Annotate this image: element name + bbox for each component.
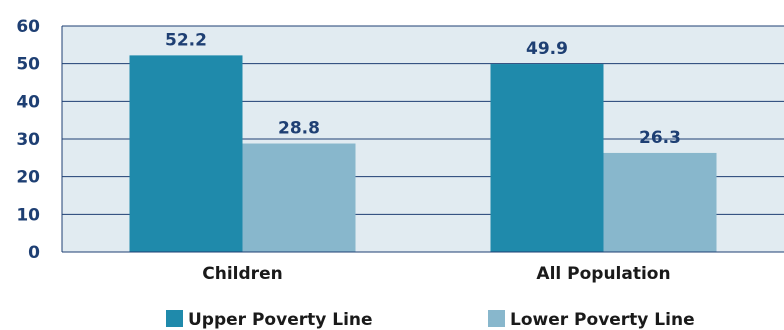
y-tick-label: 30	[16, 130, 40, 150]
bar-lower-1	[603, 152, 717, 252]
y-tick-label: 0	[28, 243, 40, 263]
legend: Upper Poverty Line Lower Poverty Line	[166, 310, 695, 330]
data-label: 52.2	[165, 30, 207, 50]
x-axis-category-labels: Children All Population	[202, 264, 670, 284]
data-label: 26.3	[639, 128, 681, 148]
y-tick-label: 50	[16, 55, 40, 75]
category-label: Children	[202, 264, 282, 284]
y-tick-label: 10	[16, 205, 40, 225]
category-label: All Population	[536, 264, 670, 284]
legend-swatch	[488, 310, 505, 327]
data-labels: 52.2 28.8 49.9 26.3	[165, 30, 681, 148]
y-tick-label: 60	[16, 17, 40, 37]
legend-swatch	[166, 310, 183, 327]
legend-label: Upper Poverty Line	[188, 310, 373, 330]
y-axis-tick-labels: 0 10 20 30 40 50 60	[16, 17, 40, 263]
data-label: 49.9	[526, 39, 568, 59]
bar-upper-0	[129, 55, 243, 252]
legend-label: Lower Poverty Line	[510, 310, 695, 330]
y-tick-label: 20	[16, 168, 40, 188]
data-label: 28.8	[278, 119, 320, 139]
bars	[129, 55, 717, 252]
bar-lower-0	[242, 143, 356, 252]
bar-upper-1	[490, 64, 604, 252]
y-tick-label: 40	[16, 92, 40, 112]
